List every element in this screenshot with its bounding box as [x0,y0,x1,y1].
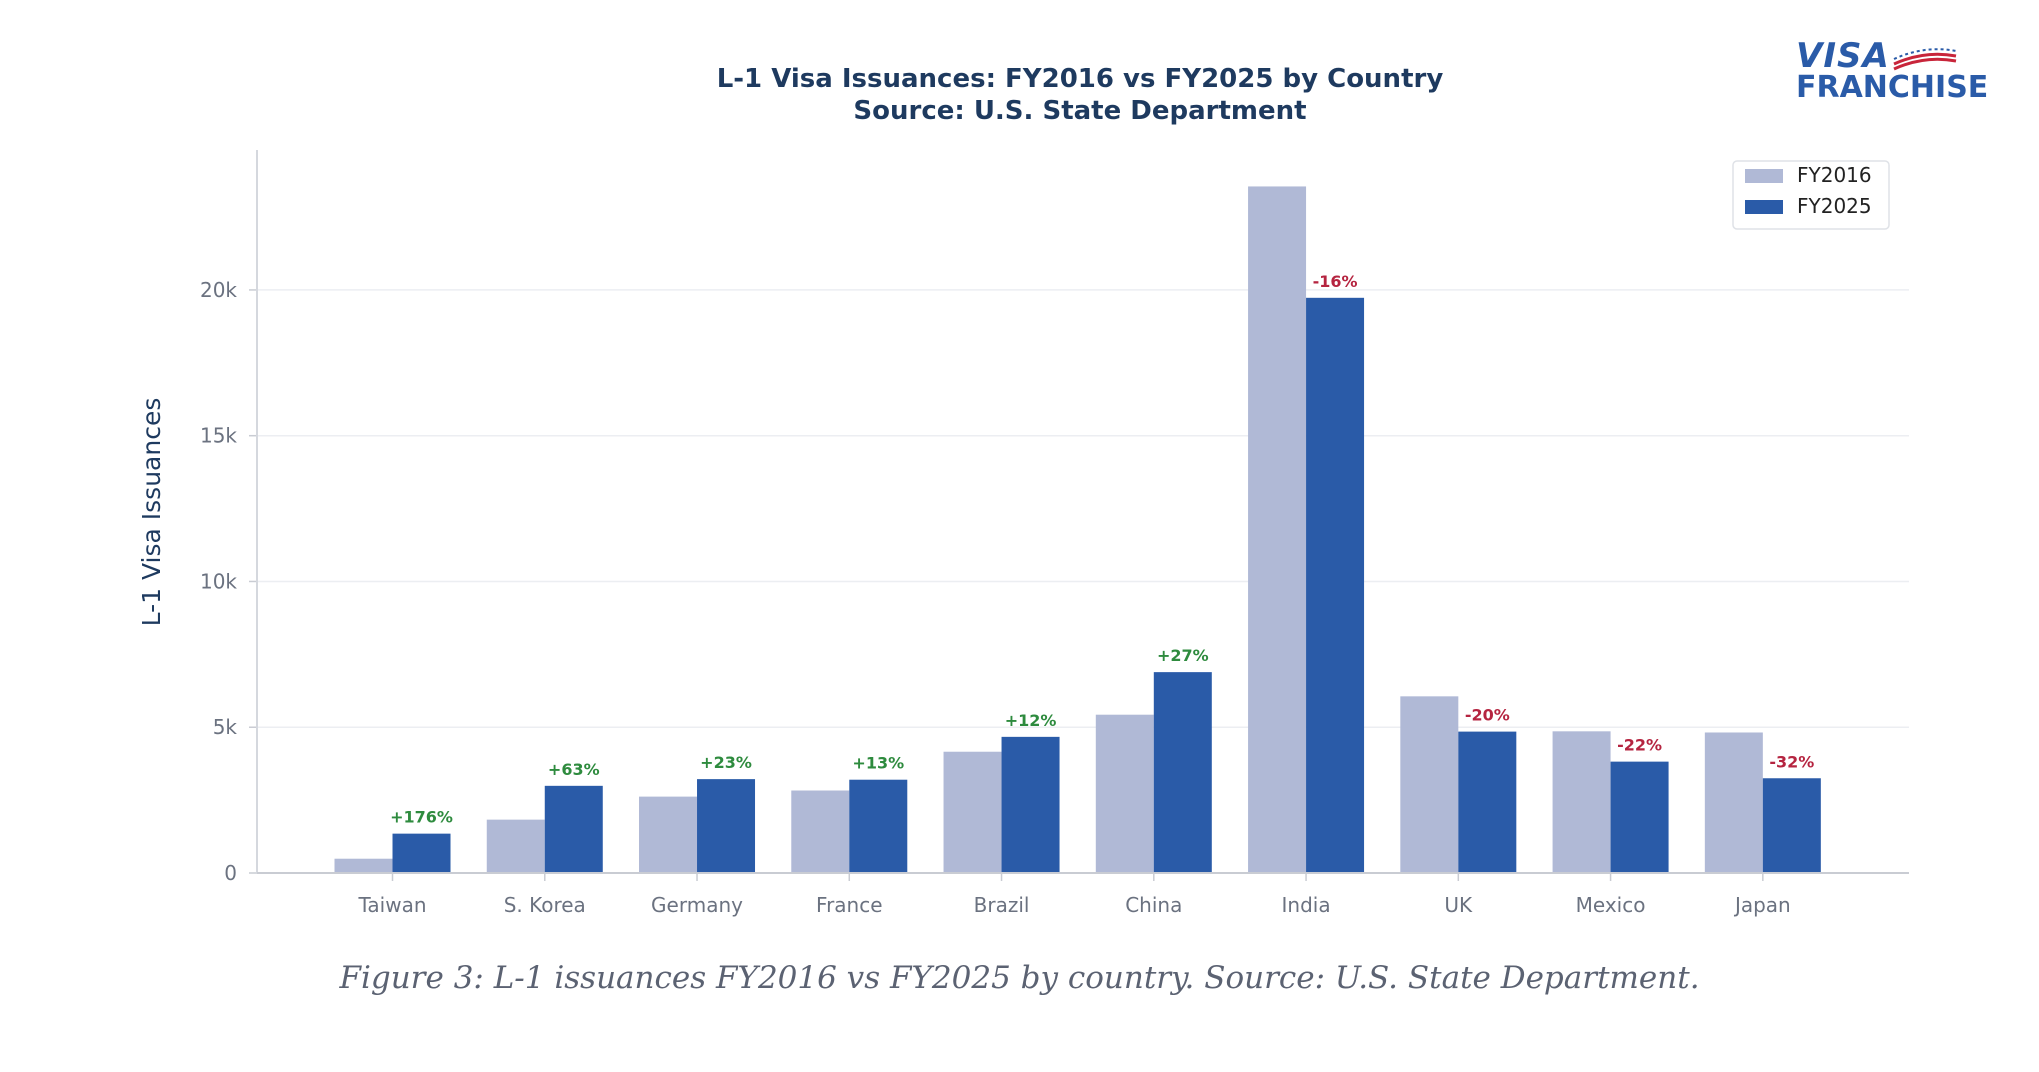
bar-fy2025-france [849,779,908,873]
change-label: -32% [1769,752,1814,771]
legend-swatch-fy2016 [1745,169,1783,183]
bars [334,186,1821,873]
bar-fy2025-taiwan [392,833,451,873]
x-tick-label: UK [1444,893,1473,917]
x-tick-label: France [816,893,883,917]
change-label: -20% [1465,706,1510,725]
x-tick-label: S. Korea [504,893,586,917]
x-tick-label: China [1125,893,1182,917]
bar-fy2016-france [791,790,850,873]
x-tick-label: Brazil [974,893,1030,917]
change-label: +27% [1157,646,1209,665]
y-axis-label: L-1 Visa Issuances [137,398,166,627]
change-labels: +176% +63% +23% +13% +12% +27% -16% -20% -22% -32… [390,272,1814,827]
bar-fy2025-mexico [1610,761,1669,873]
bar-fy2025-japan [1762,778,1821,873]
bar-fy2025-uk [1458,731,1517,873]
x-tick-label: Taiwan [358,893,427,917]
x-tick-label: India [1282,893,1331,917]
bar-fy2016-china [1095,714,1154,873]
change-label: -22% [1617,736,1662,755]
legend-swatch-fy2025 [1745,200,1783,214]
figure-caption: Figure 3: L-1 issuances FY2016 vs FY2025… [339,960,1700,996]
change-label: +63% [548,760,600,779]
bar-fy2025-germany [697,779,756,873]
change-label: -16% [1313,272,1358,291]
visa-franchise-logo: VISA FRANCHISE [1790,36,1990,106]
chart-subtitle: Source: U.S. State Department [853,96,1306,126]
bar-fy2025-brazil [1001,736,1060,873]
bar-fy2016-brazil [943,751,1002,873]
x-tick-label: Mexico [1576,893,1646,917]
bar-fy2016-mexico [1552,731,1611,873]
logo-visa-text: VISA [1796,36,1890,76]
x-axis-ticks: Taiwan S. Korea Germany France Brazil China In… [358,873,1791,917]
legend: FY2016 FY2025 [1732,160,1890,230]
bar-fy2025-india [1306,297,1365,873]
bar-fy2025-china [1153,672,1212,873]
x-tick-label: Germany [651,893,743,917]
y-tick-label: 5k [213,715,238,739]
bar-fy2016-india [1248,186,1307,873]
bar-fy2016-japan [1704,732,1763,873]
bar-fy2016-uk [1400,696,1459,873]
y-tick-label: 15k [200,424,237,448]
change-label: +23% [700,753,752,772]
bar-fy2016-taiwan [334,858,393,873]
bar-fy2016-s-korea [486,819,545,873]
x-tick-label: Japan [1733,893,1791,917]
y-tick-label: 0 [224,861,237,885]
chart-title: L-1 Visa Issuances: FY2016 vs FY2025 by … [717,64,1444,94]
y-tick-label: 20k [200,278,237,302]
legend-label-fy2025: FY2025 [1797,194,1872,218]
y-axis-ticks: 0 5k 10k 15k 20k [200,278,257,885]
change-label: +12% [1005,711,1057,730]
change-label: +13% [852,754,904,773]
bar-fy2016-germany [639,796,698,873]
bar-fy2025-s-korea [544,785,603,873]
y-tick-label: 10k [200,569,237,593]
legend-label-fy2016: FY2016 [1797,163,1872,187]
flag-icon [1893,48,1957,71]
change-label: +176% [390,808,453,827]
logo-franchise-text: FRANCHISE [1796,70,1989,105]
grid-lines [257,289,1909,728]
